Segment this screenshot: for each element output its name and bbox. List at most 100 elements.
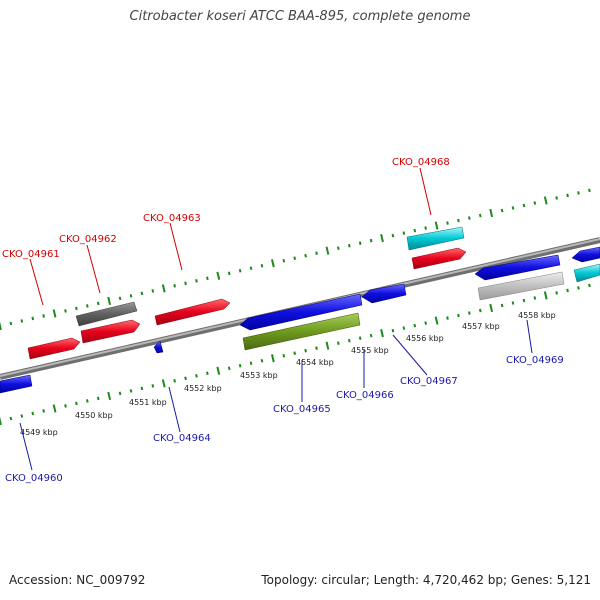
- pseudo-gene-dark[interactable]: [75, 301, 138, 327]
- scale-label: 4553 kbp: [240, 371, 278, 380]
- reverse-gene-blue-edge[interactable]: [571, 246, 600, 263]
- minor-tick: [500, 208, 504, 213]
- minor-tick: [42, 314, 45, 318]
- minor-tick: [9, 416, 13, 421]
- minor-tick: [413, 323, 417, 328]
- minor-tick: [118, 391, 122, 396]
- forward-gene-cko-04968[interactable]: [411, 247, 467, 270]
- reverse-gene-cko-04965[interactable]: [242, 312, 361, 351]
- minor-tick: [206, 276, 209, 281]
- major-tick: [489, 208, 494, 218]
- minor-tick: [337, 341, 340, 345]
- major-tick: [216, 366, 221, 375]
- minor-tick: [566, 288, 569, 293]
- minor-tick: [511, 301, 515, 305]
- scale-label: 4550 kbp: [75, 411, 113, 420]
- forward-gene-cko-04962[interactable]: [80, 319, 141, 344]
- minor-tick: [347, 243, 351, 248]
- scale-label: 4556 kbp: [406, 334, 444, 343]
- minor-tick: [85, 304, 89, 308]
- minor-tick: [195, 279, 198, 283]
- gene-label-cko-04969: CKO_04969: [506, 355, 564, 366]
- minor-tick: [173, 379, 176, 383]
- gene-label-cko-04961: CKO_04961: [2, 249, 60, 260]
- minor-tick: [75, 401, 78, 406]
- minor-tick: [96, 301, 100, 306]
- minor-tick: [304, 253, 307, 258]
- rna-gene-cyan-2[interactable]: [573, 263, 600, 283]
- gene-label-cko-04966: CKO_04966: [336, 390, 394, 401]
- map-title: Citrobacter koseri ATCC BAA-895, complet…: [129, 9, 471, 24]
- major-tick: [52, 309, 57, 318]
- minor-tick: [566, 193, 569, 198]
- minor-tick: [369, 238, 373, 243]
- minor-tick: [468, 311, 471, 315]
- major-tick: [52, 404, 57, 413]
- minor-tick: [358, 241, 362, 245]
- reverse-gene-cko-04966[interactable]: [361, 283, 407, 304]
- minor-tick: [446, 316, 449, 320]
- major-tick: [107, 296, 112, 306]
- label-connectors: [19, 167, 533, 471]
- minor-tick: [293, 351, 297, 356]
- scale-label: 4555 kbp: [351, 346, 389, 355]
- reverse-gene-blue-large[interactable]: [239, 293, 363, 331]
- major-tick: [161, 284, 166, 293]
- gene-label-cko-04963: CKO_04963: [143, 213, 201, 224]
- major-tick: [0, 416, 2, 426]
- major-tick: [543, 196, 548, 205]
- minor-tick: [555, 291, 558, 295]
- minor-tick: [85, 399, 89, 403]
- accession-text: Accession: NC_009792: [9, 573, 146, 587]
- reverse-gene-cko-04964[interactable]: [153, 340, 164, 354]
- gene-label-cko-04960: CKO_04960: [5, 473, 63, 484]
- genome-stats-text: Topology: circular; Length: 4,720,462 bp…: [261, 573, 591, 587]
- minor-tick: [9, 321, 13, 326]
- minor-tick: [413, 228, 417, 233]
- minor-tick: [402, 326, 406, 330]
- minor-tick: [184, 376, 187, 381]
- minor-tick: [402, 231, 406, 235]
- minor-tick: [42, 409, 45, 413]
- minor-tick: [282, 353, 286, 358]
- minor-tick: [151, 289, 155, 293]
- major-tick: [271, 354, 275, 363]
- minor-tick: [195, 374, 198, 378]
- scale-label: 4552 kbp: [184, 384, 222, 393]
- minor-tick: [511, 206, 515, 210]
- minor-tick: [500, 303, 504, 308]
- minor-tick: [588, 283, 591, 288]
- minor-tick: [238, 363, 242, 368]
- major-tick: [543, 291, 548, 300]
- minor-tick: [129, 389, 133, 393]
- minor-tick: [64, 309, 67, 313]
- gene-label-cko-04962: CKO_04962: [59, 234, 117, 245]
- minor-tick: [457, 313, 460, 318]
- reverse-gene-cko-04960[interactable]: [0, 374, 33, 394]
- minor-tick: [369, 333, 373, 338]
- major-tick: [325, 246, 330, 255]
- forward-gene-cko-04961[interactable]: [27, 337, 81, 360]
- outer-tick-ring: [0, 188, 591, 331]
- pseudo-gene-light[interactable]: [477, 271, 565, 301]
- scale-label: 4549 kbp: [20, 428, 58, 437]
- minor-tick: [20, 414, 24, 418]
- forward-gene-cko-04963[interactable]: [154, 298, 231, 326]
- minor-tick: [533, 296, 537, 300]
- minor-tick: [577, 286, 580, 290]
- minor-tick: [238, 268, 242, 273]
- minor-tick: [282, 258, 286, 263]
- major-tick: [489, 303, 494, 313]
- scale-label: 4554 kbp: [296, 358, 334, 367]
- minor-tick: [206, 371, 209, 376]
- major-tick: [216, 271, 221, 280]
- reverse-gene-cko-04969[interactable]: [474, 254, 561, 281]
- minor-tick: [555, 196, 558, 200]
- minor-tick: [118, 296, 122, 301]
- rna-gene-cyan-1[interactable]: [406, 226, 465, 251]
- minor-tick: [96, 396, 100, 401]
- minor-tick: [358, 336, 362, 340]
- major-tick: [107, 391, 112, 401]
